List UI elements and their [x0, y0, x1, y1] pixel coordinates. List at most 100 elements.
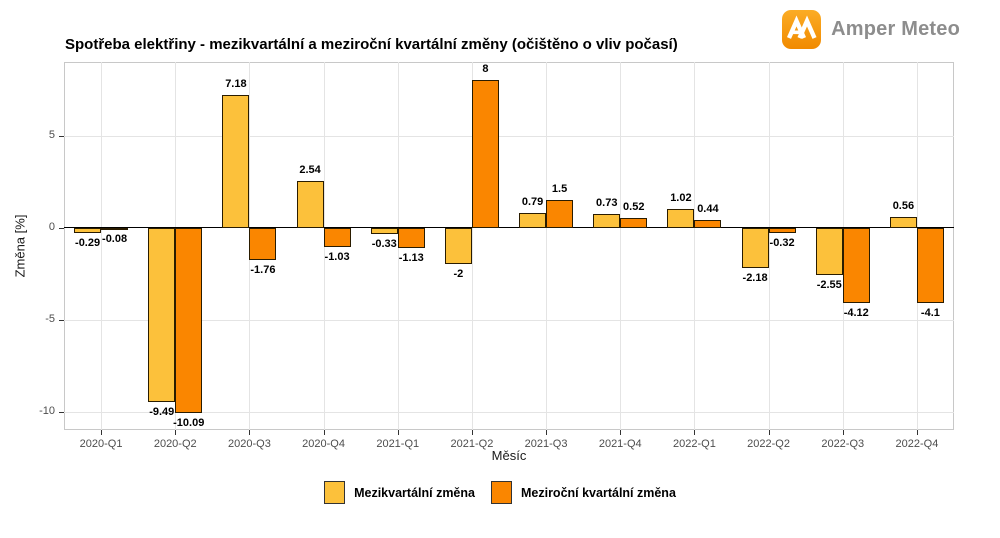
bar [74, 227, 102, 233]
bar-value-label: -4.12 [843, 307, 869, 320]
x-tick-mark [620, 430, 622, 435]
bar [916, 227, 944, 304]
y-gridline [64, 319, 954, 321]
y-tick-label: 0 [48, 220, 55, 233]
legend-key-swatch [324, 481, 346, 504]
x-tick-label: 2020-Q2 [153, 438, 197, 450]
bar-value-label: -0.29 [75, 236, 101, 249]
bar [249, 227, 277, 260]
x-tick-label: 2022-Q4 [895, 438, 939, 450]
bar-value-label: 1.5 [551, 183, 568, 195]
bar-value-label: -4.1 [920, 307, 940, 320]
y-tick-label: -5 [45, 312, 55, 325]
bar-value-label: -9.49 [149, 406, 175, 419]
x-tick-mark [397, 430, 399, 435]
bar [546, 200, 574, 228]
x-tick-mark [471, 430, 473, 435]
bar [620, 218, 648, 228]
bar [667, 208, 695, 228]
bar [101, 227, 129, 230]
x-tick-label: 2021-Q1 [376, 438, 420, 450]
bar [148, 227, 176, 403]
bar [444, 227, 472, 265]
x-gridline [768, 62, 770, 430]
bar-value-label: 1.02 [670, 191, 692, 204]
x-tick-label: 2020-Q4 [302, 438, 345, 450]
x-tick-mark [546, 430, 548, 435]
y-gridline [64, 411, 954, 413]
bar-value-label: -2.55 [816, 278, 842, 291]
bar [370, 227, 398, 234]
x-axis-title: Měsíc [491, 448, 527, 463]
bar [397, 227, 425, 249]
bar [768, 227, 796, 234]
plot-panel [64, 62, 954, 430]
y-tick-mark [59, 135, 64, 137]
bar [593, 214, 621, 228]
bar-value-label: -10.09 [173, 417, 205, 430]
bar-value-label: 0.73 [596, 197, 618, 210]
amper-meteo-monogram-icon [782, 10, 822, 49]
bar-value-label: -1.13 [398, 252, 424, 265]
bar-value-label: -0.33 [371, 237, 397, 250]
bar [889, 217, 917, 228]
x-tick-label: 2021-Q4 [598, 438, 642, 450]
x-tick-mark [249, 430, 251, 435]
bar [842, 227, 870, 304]
bar-value-label: -2 [453, 268, 464, 281]
legend-label: Meziroční kvartální změna [520, 485, 676, 500]
bar [222, 95, 250, 228]
x-tick-label: 2021-Q3 [524, 438, 568, 450]
x-tick-mark [323, 430, 325, 435]
x-gridline [694, 62, 696, 430]
x-tick-label: 2022-Q1 [673, 438, 716, 450]
bar-value-label: 7.18 [225, 78, 247, 91]
x-gridline [471, 62, 473, 430]
y-gridline [64, 135, 954, 137]
bar-value-label: 0.44 [697, 202, 719, 215]
bar-value-label: -2.18 [742, 271, 768, 284]
x-tick-label: 2022-Q2 [747, 438, 790, 450]
bar-value-label: 0.79 [521, 196, 544, 209]
bar-value-label: -1.76 [250, 263, 276, 276]
bar-value-label: -0.08 [102, 233, 128, 246]
bar-value-label: 8 [482, 63, 489, 76]
x-tick-label: 2020-Q3 [228, 438, 271, 450]
bar [323, 227, 351, 247]
bar [175, 227, 203, 414]
bar-value-label: 0.56 [892, 200, 915, 213]
y-tick-label: 5 [48, 128, 55, 141]
legend-item: Meziroční kvartální změna [490, 481, 676, 504]
y-tick-mark [59, 319, 64, 321]
bar [815, 227, 843, 275]
x-tick-mark [101, 430, 103, 435]
chart-legend: Mezikvartální změna Meziroční kvartální z… [0, 481, 1000, 504]
bar [519, 213, 547, 228]
bar [296, 180, 324, 228]
x-tick-mark [694, 430, 696, 435]
x-tick-label: 2020-Q1 [79, 438, 123, 450]
y-tick-mark [59, 411, 64, 413]
legend-item: Mezikvartální změna [324, 481, 475, 504]
zero-line [64, 226, 954, 229]
amper-meteo-logo: Amper Meteo [782, 10, 960, 49]
x-tick-mark [842, 430, 844, 435]
bar-value-label: 0.52 [623, 201, 645, 214]
x-tick-mark [916, 430, 918, 435]
bar [471, 80, 499, 228]
y-tick-mark [59, 227, 64, 229]
bar-value-label: 2.54 [299, 163, 321, 176]
logo-text: Amper Meteo [831, 18, 960, 40]
x-tick-label: 2021-Q2 [450, 438, 494, 450]
x-gridline [620, 62, 622, 430]
x-tick-label: 2022-Q3 [821, 438, 865, 450]
bar [694, 219, 722, 228]
y-tick-label: -10 [39, 404, 55, 417]
chart-title: Spotřeba elektřiny - mezikvartální a mez… [65, 36, 678, 53]
bar-value-label: -0.32 [769, 237, 795, 250]
bar-value-label: -1.03 [324, 250, 350, 263]
legend-key-swatch [490, 481, 512, 504]
x-tick-mark [768, 430, 770, 435]
x-gridline [546, 62, 548, 430]
